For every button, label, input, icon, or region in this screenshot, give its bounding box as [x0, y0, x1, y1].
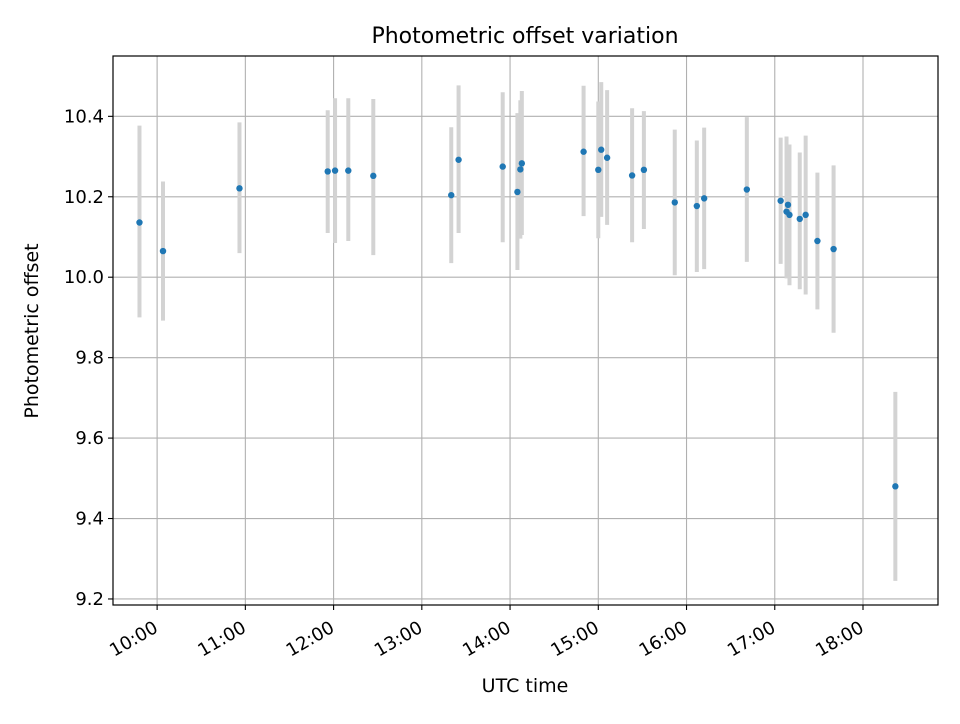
data-point — [671, 199, 678, 206]
data-point — [693, 202, 701, 210]
y-tick-label: 9.6 — [75, 428, 104, 449]
y-tick-label: 10.0 — [64, 267, 104, 288]
data-point — [580, 148, 587, 155]
data-point — [236, 185, 243, 192]
data-point — [743, 186, 751, 193]
x-axis-label: UTC time — [482, 675, 569, 697]
data-point — [370, 172, 377, 180]
data-point — [603, 154, 611, 161]
data-point — [796, 215, 803, 223]
data-point — [802, 211, 809, 219]
data-point — [814, 237, 821, 245]
data-point — [345, 167, 352, 174]
data-point — [517, 166, 524, 173]
data-point — [700, 195, 708, 202]
y-tick-label: 9.8 — [75, 348, 104, 369]
y-tick-label: 10.4 — [64, 106, 104, 127]
data-point — [159, 247, 167, 255]
data-point — [784, 201, 792, 209]
plot-frame — [112, 55, 939, 606]
data-point — [595, 166, 602, 174]
data-point — [892, 483, 899, 490]
data-point — [777, 197, 784, 204]
y-tick-label: 9.2 — [75, 589, 104, 610]
data-point — [499, 163, 506, 170]
data-point — [136, 219, 143, 226]
data-point — [628, 172, 636, 179]
data-point — [786, 211, 793, 219]
data-point — [514, 188, 521, 196]
data-point — [830, 245, 837, 253]
y-tick-label: 10.2 — [64, 187, 104, 208]
data-point — [518, 160, 526, 167]
data-point — [455, 156, 462, 163]
y-tick-label: 9.4 — [75, 509, 104, 530]
data-point — [331, 167, 339, 174]
chart-title: Photometric offset variation — [371, 24, 678, 49]
data-point — [640, 166, 648, 174]
data-point — [448, 191, 455, 199]
point-layer — [136, 146, 899, 490]
data-point — [324, 168, 331, 175]
data-point — [598, 146, 605, 153]
y-axis-label: Photometric offset — [21, 243, 43, 418]
